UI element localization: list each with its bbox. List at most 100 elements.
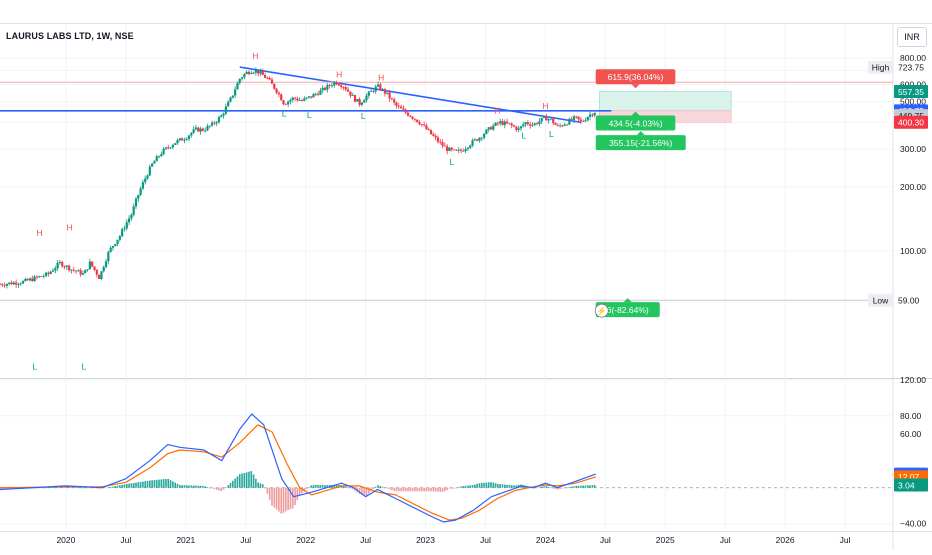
candle-body xyxy=(208,125,211,127)
candle-body xyxy=(58,261,62,263)
x-tick-label: Jul xyxy=(120,535,131,545)
histogram-bar xyxy=(386,487,389,489)
price-target-badge[interactable] xyxy=(595,302,660,318)
histogram-bar xyxy=(40,487,43,489)
histogram-bar xyxy=(430,487,432,492)
candle-body xyxy=(559,125,562,127)
histogram-bar xyxy=(393,487,395,491)
histogram-bar xyxy=(540,486,543,488)
histogram-bar xyxy=(582,485,584,488)
candle-body xyxy=(148,166,151,176)
macd-value-label-text: 12.07 xyxy=(898,472,920,482)
candle-body xyxy=(326,85,329,90)
candle-body xyxy=(506,121,509,124)
candle-body xyxy=(386,92,389,94)
high-marker: H xyxy=(378,72,384,82)
candle-body xyxy=(1,284,4,286)
price-axis-label xyxy=(894,85,928,99)
price-target-badge[interactable] xyxy=(595,135,686,151)
histogram-bar xyxy=(547,486,550,488)
histogram-bar xyxy=(437,487,439,492)
histogram-bar xyxy=(347,487,349,488)
candle-body xyxy=(289,99,292,102)
currency-button[interactable]: INR xyxy=(897,27,927,47)
candle-body xyxy=(340,85,343,87)
candle-body xyxy=(118,236,121,240)
histogram-bar xyxy=(464,485,467,488)
histogram-bar xyxy=(501,484,504,488)
candle-body xyxy=(72,269,75,271)
candle-body xyxy=(123,228,126,230)
histogram-bar xyxy=(142,481,144,488)
histogram-bar xyxy=(388,487,391,490)
histogram-bar xyxy=(105,487,107,489)
histogram-bar xyxy=(250,471,253,488)
candle-body xyxy=(333,82,336,86)
badge-label: 434.5(-4.03%) xyxy=(609,119,663,129)
histogram-bar xyxy=(160,479,163,488)
histogram-bar xyxy=(404,487,407,492)
candle-body xyxy=(98,274,101,279)
histogram-bar xyxy=(79,487,82,489)
candle-body xyxy=(586,117,589,121)
candle-body xyxy=(323,87,327,90)
histogram-bar xyxy=(252,474,255,488)
candle-body xyxy=(280,94,283,101)
histogram-bar xyxy=(218,487,220,491)
histogram-bar xyxy=(312,485,315,488)
price-target-badge[interactable] xyxy=(595,69,676,85)
candle-body xyxy=(236,83,239,90)
candle-body xyxy=(388,92,391,99)
candle-body xyxy=(293,97,297,99)
candle-body xyxy=(157,156,161,157)
candle-body xyxy=(485,129,488,135)
histogram-bar xyxy=(206,487,209,488)
candle-body xyxy=(591,114,594,116)
histogram-bar xyxy=(545,486,548,488)
histogram-bar xyxy=(303,487,306,492)
histogram-bar xyxy=(584,485,587,488)
profit-zone[interactable] xyxy=(599,91,732,112)
signal-line[interactable] xyxy=(0,424,596,521)
candle-body xyxy=(56,262,59,269)
candle-body xyxy=(526,122,529,125)
histogram-bar xyxy=(169,480,172,488)
candle-body xyxy=(582,121,585,122)
high-marker: H xyxy=(336,70,342,80)
candle-body xyxy=(577,116,580,120)
histogram-bar xyxy=(77,487,80,488)
histogram-bar xyxy=(172,481,174,488)
candle-body xyxy=(5,283,9,286)
y-tick-label: 300.00 xyxy=(900,144,926,154)
high-marker: H xyxy=(66,222,72,232)
candle-body xyxy=(224,106,228,114)
candle-body xyxy=(229,97,232,102)
histogram-bar xyxy=(467,485,469,488)
histogram-bar xyxy=(238,474,241,488)
candle-body xyxy=(406,112,410,116)
histogram-bar xyxy=(566,487,568,489)
symbol-title: LAURUS LABS LTD, 1W, NSE xyxy=(6,31,134,41)
resistance-trendline[interactable] xyxy=(239,66,582,124)
candle-body xyxy=(199,128,202,132)
histogram-bar xyxy=(374,486,377,488)
x-tick-label: 2026 xyxy=(776,535,795,545)
histogram-bar xyxy=(275,487,278,510)
candle-body xyxy=(328,85,331,86)
candle-body xyxy=(349,91,352,96)
macd-line[interactable] xyxy=(0,413,596,523)
histogram-bar xyxy=(116,485,119,488)
histogram-bar xyxy=(411,487,414,492)
candle-body xyxy=(287,101,290,105)
candle-body xyxy=(399,106,403,109)
candle-body xyxy=(35,276,38,278)
low-marker: L xyxy=(282,108,287,118)
candle-body xyxy=(86,269,89,271)
candle-body xyxy=(104,261,108,267)
price-target-badge[interactable] xyxy=(595,115,676,131)
histogram-bar xyxy=(229,483,232,488)
candle-body xyxy=(261,71,264,75)
lightning-icon[interactable] xyxy=(594,303,609,318)
